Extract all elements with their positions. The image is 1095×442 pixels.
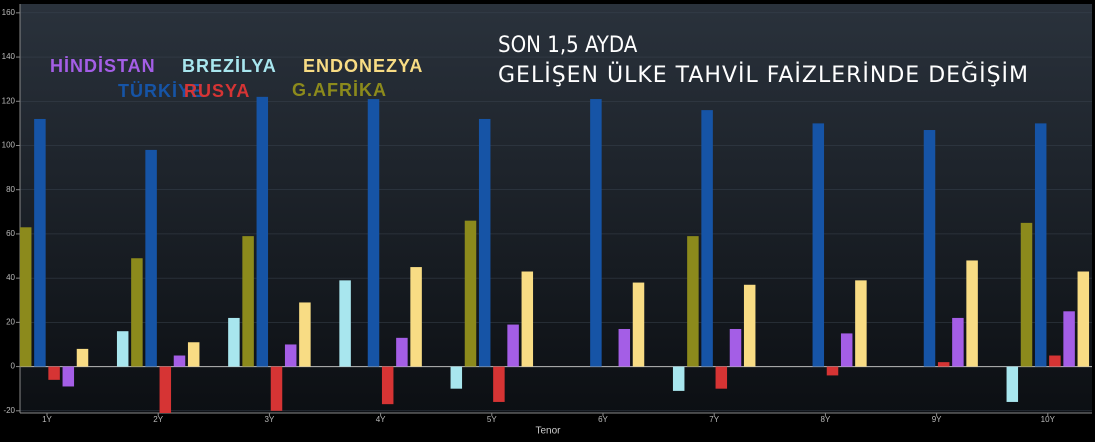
- bar: [1006, 366, 1019, 402]
- bar: [1049, 355, 1061, 367]
- bar: [632, 282, 645, 367]
- y-tick-label: 140: [2, 52, 16, 61]
- bar: [242, 236, 254, 367]
- x-axis-label: Tenor: [535, 426, 561, 437]
- bar: [1020, 222, 1033, 367]
- y-tick-label: 40: [6, 273, 15, 282]
- bar: [396, 337, 408, 367]
- x-tick-label: 1Y: [42, 415, 52, 424]
- y-tick-label: 60: [6, 229, 15, 238]
- bar: [367, 99, 380, 367]
- x-tick-label: 2Y: [153, 415, 163, 424]
- bar: [34, 118, 46, 367]
- bar: [464, 220, 477, 367]
- bar: [521, 271, 534, 367]
- bar: [381, 366, 394, 405]
- bar: [270, 366, 283, 411]
- y-tick-label: 20: [6, 317, 15, 326]
- bar: [507, 324, 519, 367]
- bar: [116, 331, 129, 367]
- y-tick-label: 160: [2, 8, 16, 17]
- bar: [618, 328, 631, 367]
- bar: [256, 96, 269, 367]
- legend-entry: G.AFRİKA: [292, 80, 387, 100]
- y-tick-label: 120: [2, 96, 16, 105]
- bar: [840, 333, 853, 367]
- x-tick-label: 6Y: [598, 415, 608, 424]
- chart-subtitle: GELİŞEN ÜLKE TAHVİL FAİZLERİNDE DEĞİŞİM: [498, 62, 1028, 88]
- x-tick-label: 10Y: [1041, 415, 1056, 424]
- y-tick-label: 100: [2, 141, 16, 150]
- bar: [826, 366, 839, 376]
- x-tick-label: 7Y: [709, 415, 719, 424]
- bar: [937, 362, 950, 367]
- bar: [478, 118, 491, 367]
- bar: [966, 260, 978, 367]
- legend-entry: ENDONEZYA: [303, 56, 423, 76]
- bar: [299, 302, 311, 367]
- bar: [701, 110, 713, 367]
- bar: [173, 355, 186, 367]
- bar: [590, 99, 602, 367]
- x-tick-label: 9Y: [932, 415, 942, 424]
- bar: [812, 123, 825, 367]
- bar: [952, 317, 964, 367]
- bar: [743, 284, 756, 367]
- bar: [715, 366, 728, 389]
- bar: [687, 236, 699, 367]
- bar: [493, 366, 505, 402]
- y-tick-label: 80: [6, 185, 15, 194]
- x-tick-label: 4Y: [376, 415, 386, 424]
- legend-entry: BREZİLYA: [182, 56, 277, 76]
- bar: [1063, 311, 1075, 367]
- bar: [1034, 123, 1047, 367]
- bar: [1077, 271, 1090, 367]
- x-tick-label: 3Y: [265, 415, 275, 424]
- bar: [855, 280, 867, 367]
- legend-entry: HİNDİSTAN: [50, 56, 156, 76]
- bar: [131, 258, 143, 367]
- bar: [450, 366, 463, 389]
- bar: [228, 317, 240, 367]
- bar: [62, 366, 75, 387]
- bar: [284, 344, 297, 367]
- y-tick-label: 0: [11, 362, 16, 371]
- bar: [187, 342, 200, 367]
- chart-title: SON 1,5 AYDA: [498, 33, 638, 58]
- bar: [19, 227, 32, 367]
- bar: [145, 149, 157, 367]
- legend-entry: RUSYA: [184, 81, 250, 101]
- bar: [923, 130, 936, 367]
- bar: [729, 328, 742, 367]
- bar: [410, 267, 422, 367]
- bar: [76, 348, 89, 367]
- bar: [159, 366, 172, 413]
- legend-entry: TÜRKİYE: [118, 81, 204, 101]
- bar: [672, 366, 685, 391]
- bar: [48, 366, 60, 380]
- x-tick-label: 5Y: [487, 415, 497, 424]
- bar: [339, 280, 351, 367]
- y-tick-label: -20: [3, 406, 15, 415]
- x-tick-label: 8Y: [821, 415, 831, 424]
